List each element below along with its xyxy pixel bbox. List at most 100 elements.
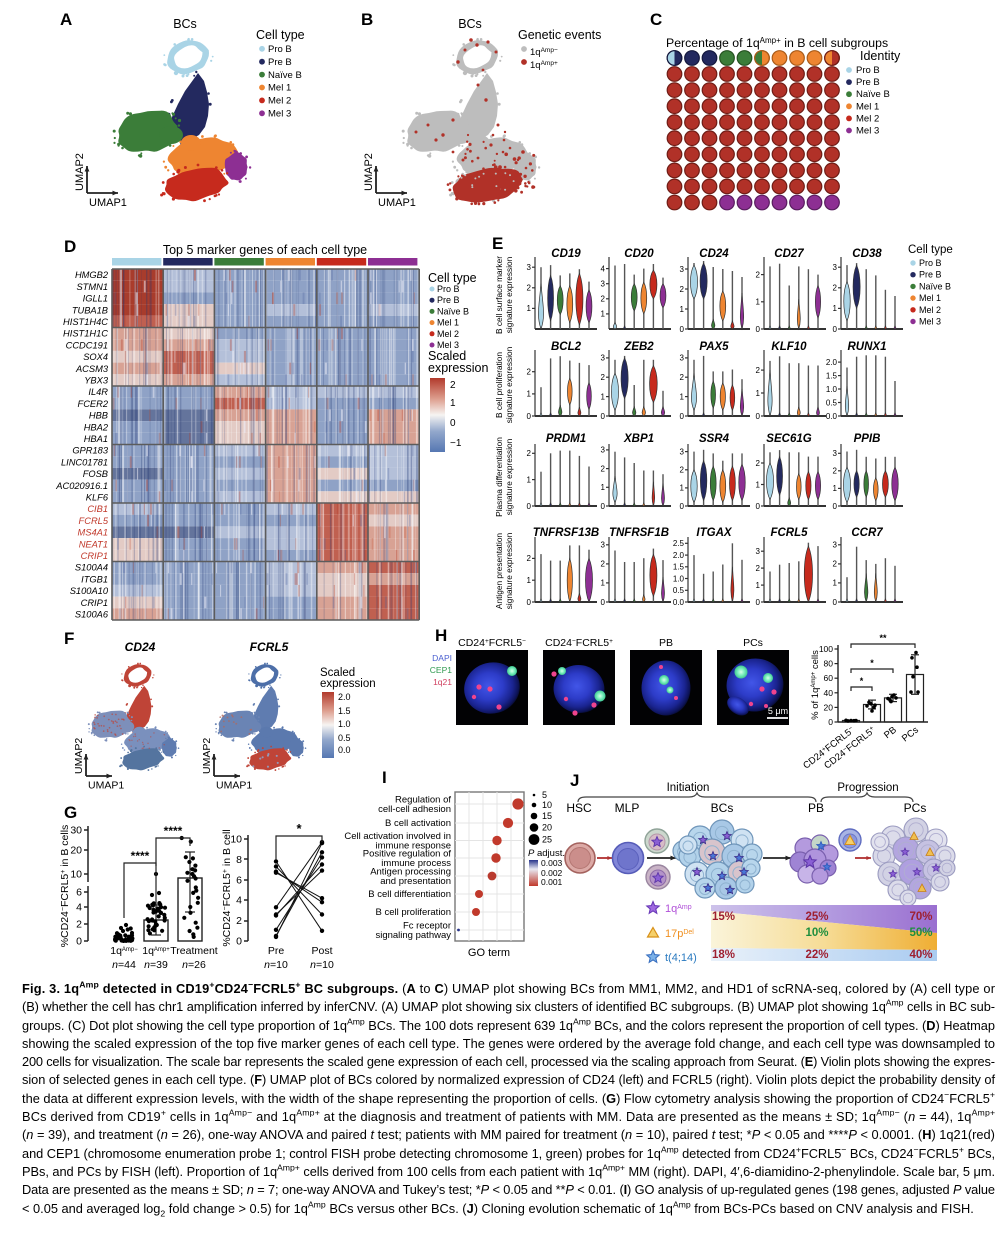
svg-text:−1: −1	[450, 438, 462, 449]
svg-text:UMAP2: UMAP2	[201, 738, 213, 774]
svg-text:2: 2	[680, 373, 685, 382]
svg-text:Naïve B: Naïve B	[437, 306, 469, 316]
svg-text:BCs: BCs	[711, 801, 734, 815]
svg-text:1: 1	[833, 579, 838, 588]
svg-text:SOX4: SOX4	[83, 352, 108, 362]
svg-text:Plasma differentiation: Plasma differentiation	[494, 437, 504, 517]
svg-text:SSR4: SSR4	[699, 433, 730, 445]
svg-text:immune response: immune response	[375, 841, 451, 852]
svg-text:3: 3	[601, 446, 606, 455]
svg-text:1: 1	[527, 390, 532, 399]
svg-text:0: 0	[833, 598, 838, 607]
svg-text:HSC: HSC	[566, 801, 592, 815]
svg-text:Percentage of 1qAmp+ in B cell: Percentage of 1qAmp+ in B cell subgroups	[666, 36, 888, 51]
svg-text:BCL2: BCL2	[551, 341, 582, 353]
svg-text:0: 0	[601, 502, 606, 511]
svg-text:P adjust.: P adjust.	[528, 848, 565, 859]
svg-text:PPIB: PPIB	[854, 433, 881, 445]
svg-text:0.5: 0.5	[338, 733, 351, 743]
svg-text:UMAP1: UMAP1	[88, 780, 124, 792]
svg-text:signaling pathway: signaling pathway	[375, 930, 451, 941]
svg-text:0.001: 0.001	[541, 877, 563, 887]
svg-text:Mel 2: Mel 2	[437, 329, 459, 339]
svg-text:CD24−FCRL5+: CD24−FCRL5+	[545, 637, 613, 649]
svg-text:2.0: 2.0	[338, 692, 351, 702]
svg-text:2: 2	[756, 564, 761, 573]
svg-text:and presentation: and presentation	[380, 876, 451, 887]
svg-text:2: 2	[680, 285, 685, 294]
svg-text:PAX5: PAX5	[699, 341, 729, 353]
svg-text:****: ****	[164, 824, 183, 838]
svg-text:UMAP1: UMAP1	[216, 780, 252, 792]
svg-text:MS4A1: MS4A1	[78, 528, 109, 538]
svg-text:Scaled: Scaled	[320, 667, 355, 679]
svg-text:2.0: 2.0	[673, 551, 685, 560]
svg-text:3: 3	[756, 547, 761, 556]
svg-text:NEAT1: NEAT1	[79, 539, 108, 549]
svg-text:HBB: HBB	[89, 411, 108, 421]
svg-text:Top 5 marker genes of each cel: Top 5 marker genes of each cell type	[163, 243, 367, 257]
svg-text:Initiation: Initiation	[667, 782, 710, 794]
svg-text:2: 2	[601, 295, 606, 304]
svg-text:Mel 2: Mel 2	[856, 113, 879, 124]
svg-text:HIST1H1C: HIST1H1C	[63, 329, 108, 339]
svg-text:%CD24−FCRL5+ in B cells: %CD24−FCRL5+ in B cells	[59, 825, 71, 948]
svg-text:Treatment: Treatment	[170, 945, 218, 957]
svg-text:4: 4	[601, 264, 606, 273]
svg-text:2: 2	[236, 915, 242, 927]
svg-text:3: 3	[601, 541, 606, 550]
svg-text:PB: PB	[659, 637, 673, 649]
svg-text:4: 4	[236, 895, 242, 907]
svg-text:MLP: MLP	[615, 801, 640, 815]
svg-text:1qAmp−: 1qAmp−	[110, 945, 138, 957]
svg-text:1: 1	[756, 581, 761, 590]
svg-text:1: 1	[450, 398, 456, 409]
svg-text:% of 1qAmp+ cells: % of 1qAmp+ cells	[810, 650, 821, 720]
svg-text:PRDM1: PRDM1	[546, 433, 586, 445]
svg-text:UMAP1: UMAP1	[378, 197, 416, 209]
svg-text:AC020916.1: AC020916.1	[55, 481, 108, 491]
svg-text:2: 2	[680, 466, 685, 475]
svg-text:0: 0	[828, 717, 833, 727]
svg-text:8: 8	[236, 854, 242, 866]
svg-text:PB: PB	[808, 801, 824, 815]
svg-text:FCER2: FCER2	[78, 399, 109, 409]
svg-text:70%: 70%	[909, 911, 932, 923]
svg-text:2: 2	[833, 284, 838, 293]
svg-text:1qAmp−: 1qAmp−	[530, 47, 558, 59]
svg-text:1: 1	[680, 484, 685, 493]
svg-text:2: 2	[601, 464, 606, 473]
svg-text:50%: 50%	[909, 927, 932, 939]
svg-text:0.0: 0.0	[673, 598, 685, 607]
svg-text:0: 0	[756, 325, 761, 334]
svg-text:LINC01781: LINC01781	[61, 457, 108, 467]
svg-text:2: 2	[756, 366, 761, 375]
svg-text:DAPI: DAPI	[432, 653, 452, 663]
svg-text:0: 0	[680, 412, 685, 421]
svg-text:n=10: n=10	[310, 959, 334, 971]
svg-text:0: 0	[601, 412, 606, 421]
svg-text:YBX3: YBX3	[84, 376, 109, 386]
svg-text:S100A4: S100A4	[75, 563, 108, 573]
svg-text:UMAP1: UMAP1	[89, 197, 127, 209]
svg-text:B: B	[361, 10, 373, 29]
svg-text:CD24: CD24	[699, 248, 729, 260]
svg-text:2.5: 2.5	[673, 539, 685, 548]
svg-text:100: 100	[819, 644, 833, 654]
svg-text:25%: 25%	[805, 911, 828, 923]
svg-text:Pro B: Pro B	[856, 65, 880, 76]
svg-text:17pDel: 17pDel	[665, 928, 694, 940]
svg-text:Naïve B: Naïve B	[856, 89, 890, 100]
svg-text:3: 3	[833, 263, 838, 272]
svg-text:Mel 2: Mel 2	[919, 305, 941, 315]
svg-text:PCs: PCs	[743, 637, 763, 649]
svg-text:Cell type: Cell type	[908, 244, 953, 256]
svg-text:0.002: 0.002	[541, 868, 563, 878]
svg-text:3: 3	[680, 354, 685, 363]
svg-text:signature expression: signature expression	[504, 532, 514, 609]
svg-text:2: 2	[527, 449, 532, 458]
svg-text:HBA2: HBA2	[84, 422, 109, 432]
svg-text:0.0: 0.0	[826, 412, 838, 421]
svg-text:1: 1	[756, 298, 761, 307]
svg-text:ZEB2: ZEB2	[623, 341, 654, 353]
